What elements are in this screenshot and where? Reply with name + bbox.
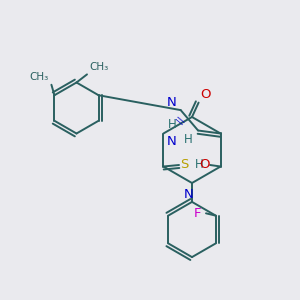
- Text: N: N: [167, 135, 177, 148]
- Text: N: N: [184, 188, 194, 201]
- Text: H: H: [195, 158, 203, 172]
- Text: CH₃: CH₃: [29, 72, 48, 82]
- Text: ||: ||: [175, 115, 185, 125]
- Text: S: S: [180, 158, 189, 172]
- Text: O: O: [200, 88, 211, 101]
- Text: H: H: [168, 118, 177, 130]
- Text: N: N: [167, 96, 176, 109]
- Text: F: F: [194, 207, 201, 220]
- Text: H: H: [184, 133, 193, 146]
- Text: CH₃: CH₃: [89, 62, 108, 72]
- Text: O: O: [199, 158, 209, 172]
